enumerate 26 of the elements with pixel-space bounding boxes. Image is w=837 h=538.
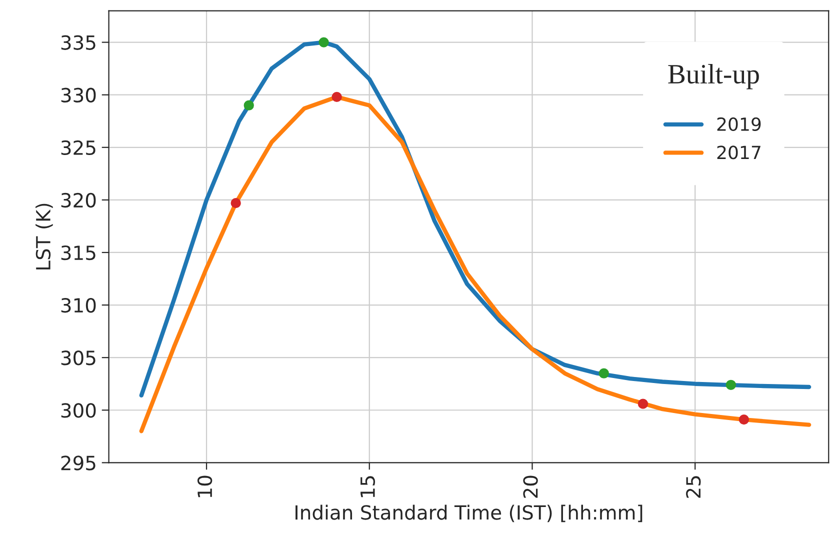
x-tick-label: 10 bbox=[197, 476, 212, 498]
y-tick-label: 300 bbox=[61, 403, 96, 418]
x-tick-label: 20 bbox=[523, 476, 538, 498]
point bbox=[318, 37, 329, 48]
y-axis-title: LST (K) bbox=[36, 204, 53, 270]
y-tick-label: 335 bbox=[61, 35, 96, 50]
legend-label: 2019 bbox=[717, 117, 761, 131]
legend-title: Built-up bbox=[668, 64, 759, 90]
y-tick-label: 310 bbox=[61, 298, 96, 313]
y-tick-label: 295 bbox=[61, 456, 96, 470]
y-tick-label: 330 bbox=[61, 88, 96, 102]
point bbox=[738, 414, 750, 425]
x-tick-label: 25 bbox=[686, 476, 701, 498]
point bbox=[638, 398, 648, 409]
point bbox=[230, 198, 241, 208]
y-tick-label: 315 bbox=[61, 245, 96, 260]
point bbox=[244, 100, 254, 110]
point bbox=[332, 92, 342, 102]
x-axis-title: Indian Standard Time (IST) [hh:mm] bbox=[296, 504, 642, 522]
point bbox=[726, 380, 736, 390]
y-tick-label: 305 bbox=[61, 350, 96, 366]
y-tick-label: 325 bbox=[61, 140, 96, 156]
legend-label: 2017 bbox=[717, 146, 760, 160]
point bbox=[598, 368, 609, 378]
y-tick-label: 320 bbox=[61, 192, 96, 208]
x-tick-label: 15 bbox=[360, 476, 376, 498]
